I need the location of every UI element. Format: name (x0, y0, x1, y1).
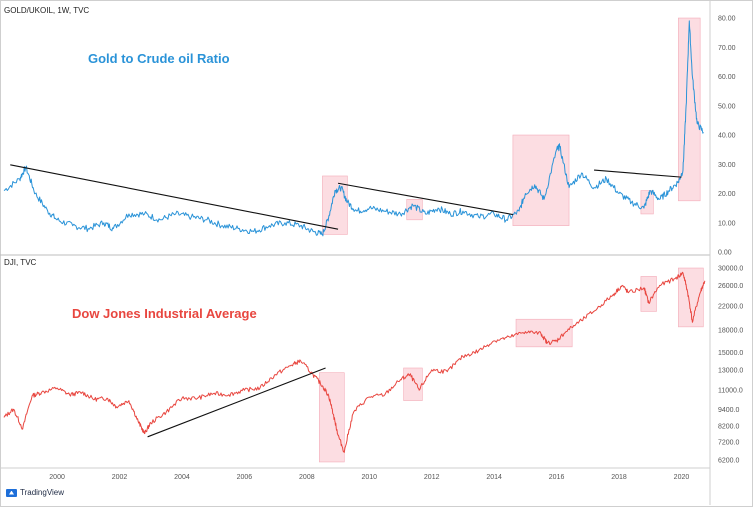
gold-y-tick-5: 60.00 (718, 74, 736, 81)
x-tick-2008: 2008 (299, 474, 315, 481)
dji-y-tick-2: 8200.0 (718, 423, 740, 430)
dji-y-tick-0: 6200.0 (718, 458, 740, 465)
gold-y-tick-2: 30.00 (718, 162, 736, 169)
gold-y-tick-1: 20.00 (718, 191, 736, 198)
x-tick-2006: 2006 (237, 474, 253, 481)
gold-ratio-title: Gold to Crude oil Ratio (88, 51, 230, 66)
pane-labels: GOLD/UKOIL, 1W, TVC DJI, TVC Gold to Cru… (4, 6, 257, 321)
trendline-3 (594, 169, 682, 178)
trendline-4 (147, 367, 326, 438)
x-tick-2018: 2018 (611, 474, 627, 481)
gold-y-tick-bottom: 0.00 (718, 250, 732, 257)
dji-y-tick-8: 22000.0 (718, 303, 743, 310)
highlight-zones (319, 17, 704, 463)
gold-oil-ratio-line (3, 20, 704, 237)
tradingview-label: TradingView (20, 488, 65, 497)
dji-y-tick-7: 18000.0 (718, 328, 743, 335)
tick-labels: 10.00 20.00 30.00 40.00 50.00 60.00 70.00 80.00… (49, 16, 743, 482)
x-tick-2016: 2016 (549, 474, 565, 481)
x-tick-2012: 2012 (424, 474, 440, 481)
highlight-zone-8 (515, 318, 573, 348)
gold-y-tick-7: 80.00 (718, 16, 736, 23)
highlight-zone-3 (512, 134, 570, 226)
axes (0, 0, 711, 505)
trendline-1 (10, 164, 339, 230)
tradingview-logo[interactable]: TradingView (6, 488, 64, 497)
gold-y-tick-0: 10.00 (718, 220, 736, 227)
x-tick-2014: 2014 (486, 474, 502, 481)
highlight-zone-10 (678, 267, 704, 328)
dji-y-tick-10: 30000.0 (718, 266, 743, 273)
trendline-2 (337, 182, 513, 216)
series-lines (3, 20, 706, 453)
dji-y-tick-3: 9400.0 (718, 407, 740, 414)
x-tick-2020: 2020 (674, 474, 690, 481)
trendlines (10, 164, 682, 438)
dji-y-tick-1: 7200.0 (718, 439, 740, 446)
x-tick-2010: 2010 (361, 474, 377, 481)
x-tick-2004: 2004 (174, 474, 190, 481)
highlight-zone-9 (640, 276, 657, 312)
gold-y-tick-6: 70.00 (718, 45, 736, 52)
gold-y-tick-3: 40.00 (718, 133, 736, 140)
gold-y-tick-4: 50.00 (718, 103, 736, 110)
tradingview-icon (6, 488, 17, 497)
dji-y-tick-6: 15000.0 (718, 350, 743, 357)
dji-y-tick-9: 26000.0 (718, 283, 743, 290)
dji-line (3, 271, 706, 453)
dji-title: Dow Jones Industrial Average (72, 306, 257, 321)
gold-symbol-label: GOLD/UKOIL, 1W, TVC (4, 6, 89, 15)
dji-y-tick-5: 13000.0 (718, 367, 743, 374)
dji-y-tick-4: 11000.0 (718, 388, 743, 395)
highlight-zone-1 (322, 175, 348, 235)
dji-symbol-label: DJI, TVC (4, 258, 37, 267)
highlight-zone-7 (403, 367, 423, 401)
highlight-zone-6 (319, 372, 345, 463)
x-tick-2002: 2002 (112, 474, 128, 481)
x-tick-2000: 2000 (49, 474, 65, 481)
